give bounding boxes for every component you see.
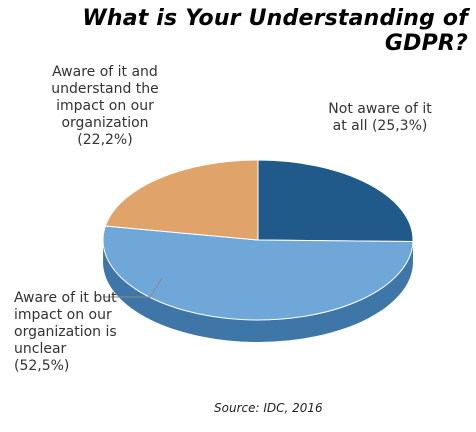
slice-aware-unclear	[102, 225, 414, 321]
slice-label-aware-understand: Aware of it and understand the impact on…	[51, 64, 159, 148]
slice-not-aware	[257, 159, 414, 243]
slice-aware-understand	[104, 159, 259, 241]
slice-label-aware-unclear: Aware of it but impact on our organizati…	[14, 290, 117, 374]
leader-line-aware-unclear	[103, 277, 163, 298]
pie-3d-group	[102, 159, 414, 343]
source-note: Source: IDC, 2016	[214, 401, 323, 415]
slice-label-not-aware: Not aware of it at all (25,3%)	[328, 101, 432, 134]
slice-aware-unclear-side	[103, 241, 413, 343]
leader-lines	[103, 277, 163, 298]
chart-title: What is Your Understanding of GDPR?	[82, 6, 468, 56]
